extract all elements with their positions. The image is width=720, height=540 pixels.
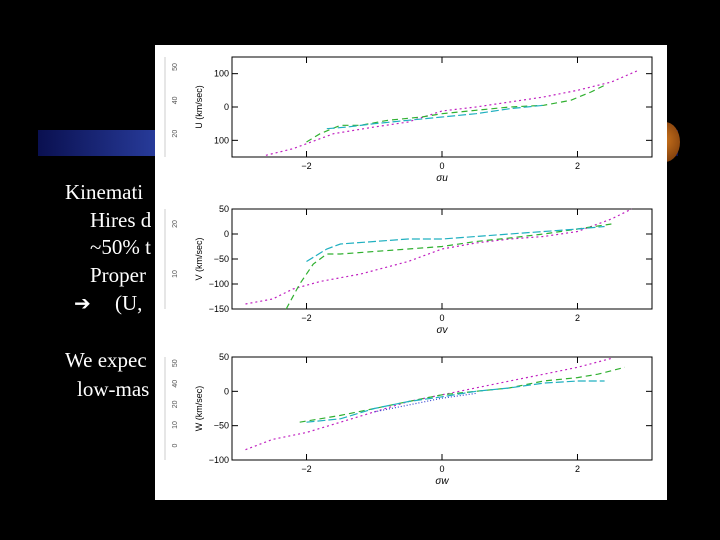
x-tick-label: −2 — [301, 161, 311, 171]
y-tick-label: 50 — [219, 352, 229, 362]
y-tick-label: −50 — [214, 254, 229, 264]
y-tick-label: 100 — [214, 69, 229, 79]
slide-text-line: Kinemati — [65, 180, 144, 204]
series-line-green — [306, 84, 605, 143]
series-line-magenta — [245, 208, 632, 305]
y-tick-label: −100 — [209, 279, 229, 289]
cumulative-tick-label: 10 — [172, 421, 179, 429]
y-tick-label: 100 — [214, 135, 229, 145]
slide-text-line: ~50% t — [90, 235, 151, 259]
y-axis-label: W (km/sec) — [194, 386, 204, 432]
y-tick-label: 0 — [224, 102, 229, 112]
cumulative-tick-label: 40 — [172, 380, 179, 388]
y-tick-label: −150 — [209, 304, 229, 314]
slide-text-line: Proper — [90, 263, 146, 287]
series-line-blue — [374, 392, 476, 413]
y-tick-label: 0 — [224, 229, 229, 239]
x-tick-label: 2 — [575, 313, 580, 323]
x-tick-label: 2 — [575, 161, 580, 171]
y-tick-label: −100 — [209, 455, 229, 465]
slide-text-line: (U, — [115, 291, 143, 315]
cumulative-tick-label: 40 — [172, 96, 179, 104]
x-tick-label: 0 — [439, 161, 444, 171]
x-tick-label: −2 — [301, 464, 311, 474]
series-line-green — [285, 223, 612, 310]
series-line-green — [299, 366, 626, 423]
series-line-cyan — [306, 225, 605, 263]
right-arrow-icon: ➔ — [74, 293, 91, 315]
cumulative-tick-label: 20 — [172, 220, 179, 228]
y-tick-label: 0 — [224, 386, 229, 396]
x-axis-label: σw — [435, 476, 449, 487]
cumulative-tick-label: 10 — [172, 270, 179, 278]
slide-text-line: Hires d — [90, 208, 152, 232]
x-tick-label: 0 — [439, 313, 444, 323]
series-line-cyan — [326, 104, 544, 130]
cumulative-tick-label: 50 — [172, 63, 179, 71]
plot-frame — [231, 356, 653, 461]
x-axis-label: σu — [436, 173, 448, 184]
x-tick-label: 0 — [439, 464, 444, 474]
y-axis-label: U (km/sec) — [194, 85, 204, 129]
plot-frame — [231, 56, 653, 158]
x-tick-label: 2 — [575, 464, 580, 474]
series-line-magenta — [265, 69, 639, 156]
slide-text-line: We expec — [65, 348, 147, 372]
cumulative-tick-label: 50 — [172, 359, 179, 367]
y-tick-label: −50 — [214, 421, 229, 431]
velocity-distribution-figure: 100 0 100 −2 0 2 σu U (km/sec) 50 40 20 50 0 −50 −100−… — [155, 45, 667, 500]
series-line-cyan — [306, 380, 605, 423]
cumulative-tick-label: 20 — [172, 130, 179, 138]
plot-frame — [231, 208, 653, 310]
x-axis-label: σv — [436, 325, 448, 336]
x-tick-label: −2 — [301, 313, 311, 323]
cumulative-tick-label: 20 — [172, 400, 179, 408]
y-tick-label: 50 — [219, 204, 229, 214]
cumulative-tick-label: 0 — [172, 444, 179, 448]
series-line-magenta — [245, 357, 612, 451]
y-axis-label: V (km/sec) — [194, 237, 204, 280]
slide-text-line: low-mas — [77, 377, 150, 401]
